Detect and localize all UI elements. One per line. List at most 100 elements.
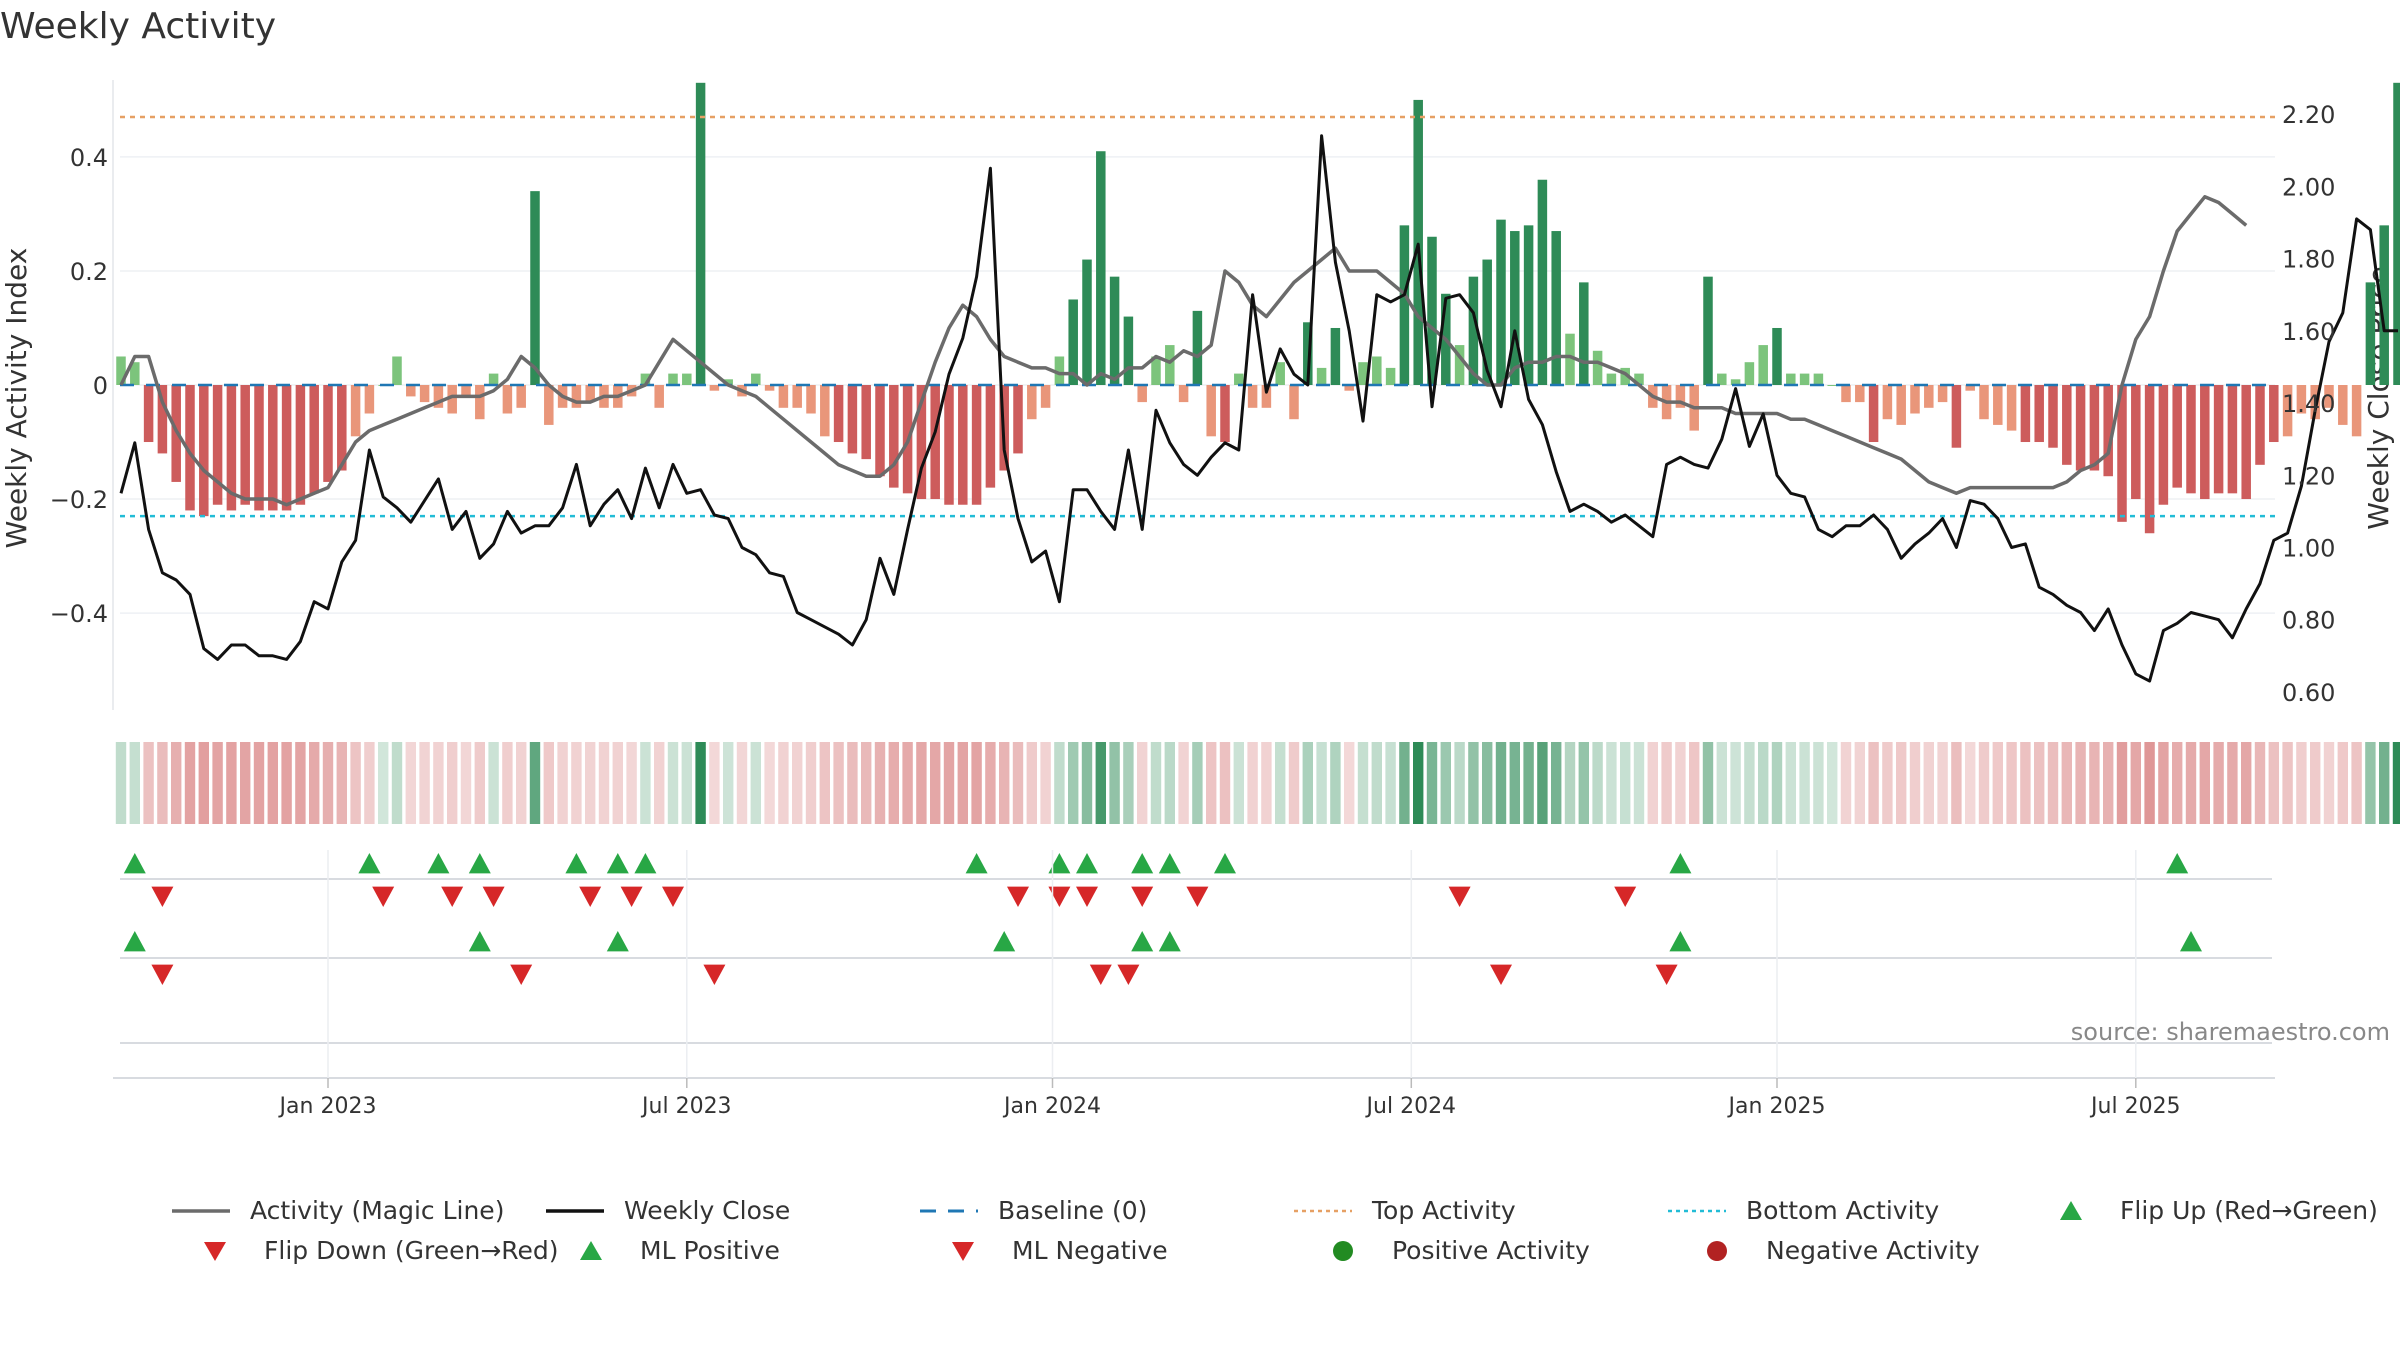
heat-strip-cell <box>833 742 844 824</box>
activity-bar <box>668 373 678 385</box>
heat-strip-cell <box>1564 742 1576 824</box>
activity-bar <box>1192 310 1203 385</box>
activity-bar <box>1993 385 2003 425</box>
heat-strip-cell <box>888 742 899 824</box>
heat-strip-cell <box>1440 742 1451 824</box>
flip-up-marker <box>1048 853 1071 874</box>
flip-down-marker <box>482 886 505 907</box>
heat-strip-cell <box>419 742 430 824</box>
y-right-tick-label: 1.00 <box>2282 535 2335 563</box>
activity-bar <box>1109 276 1120 385</box>
heat-strip-cell <box>1633 742 1645 824</box>
heat-strip-cell <box>253 742 265 824</box>
heat-strip-cell <box>1882 742 1893 824</box>
heat-strip-cell <box>971 742 982 824</box>
heat-strip-cell <box>2282 742 2293 824</box>
activity-bar <box>695 82 706 386</box>
ml-positive-marker <box>1669 931 1692 952</box>
legend-label: Bottom Activity <box>1746 1196 1940 1225</box>
heat-strip-cell <box>1081 742 1093 824</box>
activity-bar <box>1730 379 1741 385</box>
heat-strip-cell <box>2089 742 2100 824</box>
legend-label: ML Positive <box>640 1236 780 1265</box>
activity-bar <box>2103 385 2113 477</box>
flip-up-marker <box>606 853 629 874</box>
heat-strip-cell <box>1537 742 1548 824</box>
activity-bar <box>2117 385 2127 522</box>
heat-strip-cell <box>1523 742 1534 824</box>
heat-strip-cell <box>1123 742 1134 824</box>
activity-bar <box>1772 327 1782 385</box>
activity-bar <box>2034 385 2044 443</box>
flip-down-marker <box>1448 886 1471 907</box>
x-tick-label: Jul 2024 <box>1365 1094 1457 1119</box>
activity-bar <box>2020 385 2031 443</box>
heat-strip-cell <box>1647 742 1658 824</box>
heat-strip-cell <box>1702 742 1714 824</box>
ml-positive-marker <box>468 931 491 952</box>
heat-strip-cell <box>267 742 278 824</box>
heat-strip-cell <box>585 742 596 824</box>
activity-bar <box>1220 385 1230 443</box>
heat-strip-cell <box>2116 742 2128 824</box>
y-right-tick-label: 0.80 <box>2282 607 2335 635</box>
legend-swatch <box>172 1208 230 1213</box>
activity-bar <box>640 373 651 385</box>
heat-strip-cell <box>1192 742 1203 824</box>
heat-strip-cell <box>529 742 541 824</box>
heat-strip-cell <box>1178 742 1189 824</box>
legend-item: Positive Activity <box>1310 1236 1590 1265</box>
heat-strip-cell <box>2296 742 2307 824</box>
heat-strip-cell <box>129 742 140 824</box>
activity-bar <box>2144 385 2155 534</box>
activity-bar <box>2131 385 2141 500</box>
activity-bar <box>1855 385 1865 403</box>
activity-bar <box>1316 367 1327 385</box>
flip-up-marker <box>565 853 588 874</box>
flip-up-marker <box>965 853 988 874</box>
heat-strip-cell <box>309 742 320 824</box>
heat-strip-cell <box>2337 742 2348 824</box>
activity-bar <box>1717 373 1727 385</box>
legend-label: Flip Down (Green→Red) <box>264 1236 559 1265</box>
activity-bar <box>2351 385 2362 437</box>
heat-strip-cell <box>1040 742 1051 824</box>
activity-bar <box>1068 299 1078 385</box>
x-tick-label: Jan 2025 <box>1727 1094 1826 1119</box>
heat-strip-cell <box>2351 742 2362 824</box>
heat-strip-cell <box>819 742 830 824</box>
activity-bar <box>1882 385 1893 420</box>
chart-title: Weekly Activity <box>0 6 276 47</box>
legend-label: ML Negative <box>1012 1236 1168 1265</box>
activity-bar <box>1634 373 1644 385</box>
y-left-tick-label: 0.2 <box>70 258 108 286</box>
heat-strip-cell <box>2144 742 2155 824</box>
heat-strip-cell <box>2227 742 2238 824</box>
flip-down-marker <box>372 886 395 907</box>
heat-strip-cell <box>861 742 872 824</box>
heat-strip-cell <box>626 742 637 824</box>
activity-bar <box>1372 356 1382 385</box>
heat-strip-cell <box>709 742 720 824</box>
heat-strip-cell <box>460 742 472 824</box>
activity-bar <box>1330 327 1341 385</box>
activity-bar <box>1082 259 1092 385</box>
heat-strip-cell <box>1730 742 1741 824</box>
activity-bar <box>971 385 982 505</box>
activity-bar <box>1979 385 1989 420</box>
heat-strip-cell <box>805 742 817 824</box>
heat-strip-cell <box>157 742 168 824</box>
heat-strip-cell <box>1951 742 1962 824</box>
legend-swatch <box>952 1241 974 1261</box>
heat-strip-cell <box>1509 742 1520 824</box>
y-left-tick-label: 0 <box>93 372 108 400</box>
heat-strip-cell <box>1137 742 1148 824</box>
flip-down-marker <box>662 886 684 907</box>
heat-strip-cell <box>2185 742 2197 824</box>
flip-down-marker <box>151 886 174 907</box>
activity-bar <box>1247 385 1258 408</box>
heat-strip-cell <box>916 742 927 824</box>
heat-strip-cell <box>1164 742 1175 824</box>
flip-up-marker <box>2166 853 2189 874</box>
activity-bar <box>502 385 513 414</box>
